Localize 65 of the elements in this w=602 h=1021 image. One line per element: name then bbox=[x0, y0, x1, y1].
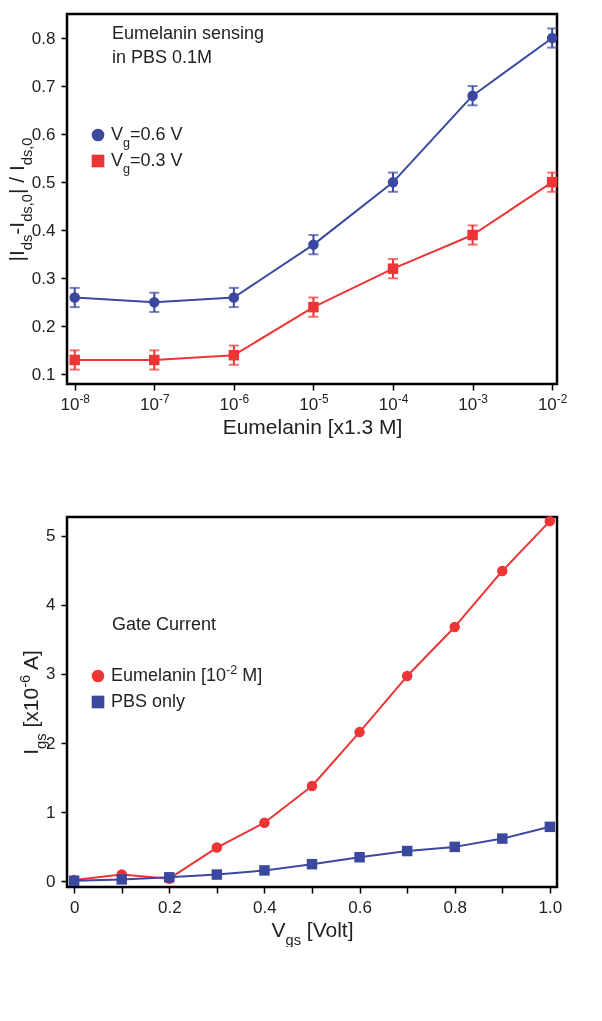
point bbox=[308, 301, 319, 313]
x-tick-label: 10$^{-8}$ bbox=[60, 391, 91, 414]
y-tick-label: 0 bbox=[46, 871, 56, 891]
x-tick-label: 1.0 bbox=[538, 897, 563, 917]
point bbox=[228, 292, 240, 303]
x-tick-label: 10$^{-6}$ bbox=[219, 391, 250, 414]
x-tick-label: 10$^{-2}$ bbox=[537, 391, 568, 414]
x-tick-label: 10$^{-7}$ bbox=[140, 391, 170, 414]
y-tick-label: 0.6 bbox=[31, 124, 56, 144]
point bbox=[354, 852, 365, 863]
x-tick-label: 10$^{-4}$ bbox=[378, 391, 409, 414]
point bbox=[546, 176, 558, 188]
y-tick-label: 5 bbox=[46, 526, 56, 546]
y-tick-label: 0.5 bbox=[31, 172, 56, 192]
point bbox=[211, 842, 223, 853]
point bbox=[259, 865, 270, 876]
point bbox=[401, 845, 413, 857]
point bbox=[387, 176, 399, 188]
point bbox=[149, 297, 160, 308]
y-tick-label: 0.7 bbox=[31, 76, 56, 96]
y-tick-label: 2 bbox=[46, 733, 56, 753]
point bbox=[69, 292, 80, 303]
x-tick-label: 0.8 bbox=[443, 897, 468, 917]
point bbox=[306, 858, 318, 870]
point bbox=[449, 621, 460, 633]
x-axis-title: Eumelanin [x1.3 M] bbox=[222, 414, 403, 438]
y-tick-label: 0.1 bbox=[31, 364, 56, 384]
x-tick-label: 0.6 bbox=[348, 897, 372, 917]
point bbox=[467, 90, 478, 101]
point bbox=[228, 349, 240, 361]
y-tick-label: 0.8 bbox=[31, 28, 56, 48]
point bbox=[259, 817, 270, 828]
legend-label: V$_{g}$=0.3 V bbox=[111, 150, 183, 176]
point bbox=[306, 780, 318, 792]
point bbox=[354, 726, 365, 738]
point bbox=[449, 841, 460, 853]
point bbox=[467, 229, 478, 241]
point bbox=[497, 565, 508, 577]
point bbox=[544, 821, 556, 833]
x-tick-label: 0.4 bbox=[253, 897, 277, 917]
point bbox=[401, 670, 413, 682]
x-tick-label: 0 bbox=[69, 897, 80, 917]
point bbox=[497, 833, 508, 844]
x-axis-title: V$_{gs}$ [Volt] bbox=[271, 917, 354, 948]
x-tick-label: 10$^{-3}$ bbox=[458, 391, 489, 414]
point bbox=[149, 354, 160, 366]
legend-label: V$_{g}$=0.6 V bbox=[111, 124, 183, 150]
point bbox=[211, 869, 223, 880]
annotation: Gate Current bbox=[112, 614, 217, 634]
y-tick-label: 4 bbox=[46, 595, 56, 615]
annotation: in PBS 0.1M bbox=[112, 47, 213, 67]
point bbox=[546, 32, 558, 44]
point bbox=[308, 239, 319, 250]
y-tick-label: 0.3 bbox=[31, 268, 56, 288]
legend-label: Eumelanin [10$^{-2}$ M] bbox=[111, 663, 263, 685]
point bbox=[69, 354, 80, 366]
point bbox=[387, 263, 399, 274]
point bbox=[116, 874, 127, 885]
x-tick-label: 10$^{-5}$ bbox=[299, 391, 330, 414]
y-tick-label: 0.2 bbox=[31, 316, 56, 336]
y-tick-label: 1 bbox=[46, 802, 56, 822]
legend-label: PBS only bbox=[111, 691, 186, 711]
annotation: Eumelanin sensing bbox=[112, 23, 265, 43]
x-tick-label: 0.2 bbox=[157, 897, 182, 917]
point bbox=[544, 515, 556, 527]
